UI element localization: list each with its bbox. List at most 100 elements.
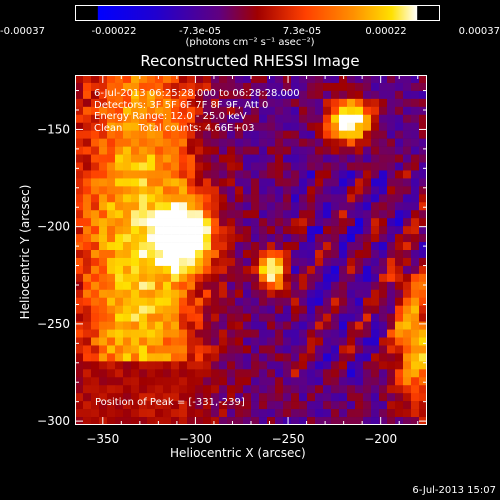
heatmap-cell: [99, 353, 108, 362]
heatmap-cell: [227, 337, 236, 346]
x-axis-label: Heliocentric X (arcsec): [170, 446, 306, 460]
heatmap-cell: [131, 273, 140, 283]
heatmap-cell: [379, 313, 388, 322]
heatmap-cell: [307, 409, 316, 418]
heatmap-cell: [379, 385, 388, 394]
heatmap-cell: [171, 257, 180, 267]
heatmap-cell: [219, 226, 228, 235]
heatmap-cell: [219, 273, 228, 283]
heatmap-cell: [115, 385, 124, 394]
heatmap-cell: [347, 202, 356, 211]
heatmap-cell: [179, 82, 188, 92]
heatmap-cell: [307, 234, 316, 243]
heatmap-cell: [139, 154, 148, 163]
heatmap-cell: [171, 226, 180, 235]
heatmap-cell: [179, 281, 188, 291]
heatmap-cell: [107, 138, 116, 147]
heatmap-cell: [155, 218, 164, 227]
heatmap-cell: [267, 170, 276, 179]
heatmap-cell: [163, 234, 172, 243]
heatmap-cell: [339, 273, 348, 283]
heatmap-cell: [331, 146, 340, 155]
heatmap-cell: [147, 226, 156, 235]
heatmap-cell: [395, 162, 404, 171]
heatmap-cell: [139, 194, 148, 203]
heatmap-cell: [179, 377, 188, 386]
heatmap-cell: [203, 234, 212, 243]
heatmap-cell: [419, 162, 427, 171]
heatmap-cell: [195, 106, 204, 116]
heatmap-cell: [107, 242, 116, 251]
heatmap-cell: [275, 377, 284, 386]
heatmap-cell: [371, 130, 380, 139]
heatmap-cell: [387, 297, 396, 306]
heatmap-cell: [299, 234, 308, 243]
heatmap-cell: [147, 417, 156, 425]
heatmap-cell: [299, 82, 308, 92]
heatmap-cell: [203, 369, 212, 378]
heatmap-cell: [371, 297, 380, 306]
heatmap-cell: [307, 218, 316, 227]
heatmap-cell: [211, 321, 220, 330]
heatmap-cell: [379, 250, 388, 259]
heatmap-cell: [155, 106, 164, 116]
heatmap-cell: [179, 273, 188, 283]
heatmap-cell: [243, 186, 252, 195]
heatmap-cell: [131, 194, 140, 203]
heatmap-cell: [131, 130, 140, 139]
heatmap-cell: [251, 202, 260, 211]
heatmap-cell: [91, 130, 100, 139]
heatmap-cell: [115, 369, 124, 378]
heatmap-cell: [315, 313, 324, 322]
heatmap-cell: [395, 305, 404, 314]
heatmap-cell: [323, 313, 332, 322]
heatmap-cell: [195, 226, 204, 235]
heatmap-cell: [211, 162, 220, 171]
heatmap-cell: [171, 218, 180, 227]
heatmap-cell: [395, 281, 404, 291]
heatmap-cell: [347, 106, 356, 116]
heatmap-cell: [259, 218, 268, 227]
heatmap-cell: [259, 138, 268, 147]
heatmap-cell: [395, 257, 404, 267]
heatmap-cell: [331, 401, 340, 410]
heatmap-cell: [283, 162, 292, 171]
heatmap-cell: [203, 194, 212, 203]
heatmap-cell: [267, 162, 276, 171]
heatmap-cell: [307, 265, 316, 275]
heatmap-cell: [83, 130, 92, 139]
heatmap-cell: [235, 250, 244, 259]
heatmap-cell: [235, 186, 244, 195]
heatmap-cell: [259, 226, 268, 235]
heatmap-cell: [171, 82, 180, 92]
heatmap-cell: [403, 202, 412, 211]
heatmap-cell: [99, 130, 108, 139]
heatmap-cell: [267, 353, 276, 362]
heatmap-cell: [139, 186, 148, 195]
heatmap-cell: [371, 186, 380, 195]
heatmap-cell: [379, 170, 388, 179]
heatmap-cell: [235, 226, 244, 235]
heatmap-cell: [331, 313, 340, 322]
heatmap-cell: [419, 194, 427, 203]
heatmap-cell: [83, 273, 92, 283]
heatmap-cell: [379, 194, 388, 203]
heatmap-cell: [275, 98, 284, 108]
heatmap-cell: [283, 170, 292, 179]
heatmap-cell: [211, 281, 220, 291]
heatmap-cell: [131, 385, 140, 394]
heatmap-cell: [99, 178, 108, 187]
heatmap-cell: [403, 186, 412, 195]
heatmap-cell: [339, 289, 348, 299]
heatmap-cell: [107, 329, 116, 338]
heatmap-cell: [395, 210, 404, 219]
heatmap-cell: [371, 353, 380, 362]
heatmap-cell: [299, 186, 308, 195]
heatmap-cell: [259, 345, 268, 354]
heatmap-cell: [139, 106, 148, 116]
heatmap-cell: [139, 257, 148, 267]
heatmap-cell: [403, 154, 412, 163]
heatmap-cell: [371, 281, 380, 291]
heatmap-cell: [379, 138, 388, 147]
heatmap-cell: [83, 321, 92, 330]
